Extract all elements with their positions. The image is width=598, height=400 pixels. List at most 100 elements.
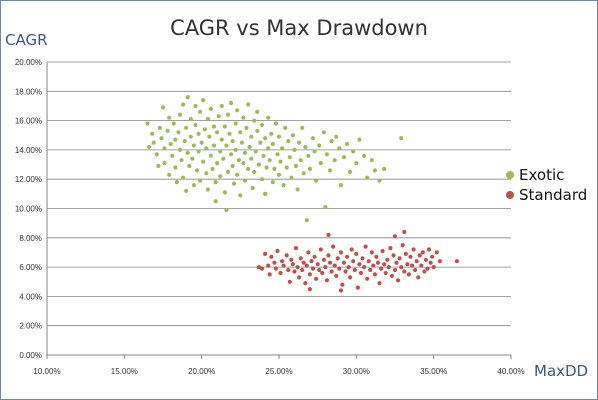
- y-tick-label: 16.00%: [15, 117, 42, 126]
- data-point: [304, 218, 309, 223]
- data-point: [346, 265, 351, 270]
- data-point: [295, 265, 300, 270]
- data-point: [298, 256, 303, 261]
- data-point: [321, 257, 326, 262]
- data-point: [280, 259, 285, 264]
- data-point: [323, 204, 328, 210]
- data-point: [335, 256, 340, 261]
- data-point: [266, 263, 271, 268]
- data-point: [276, 172, 282, 177]
- data-point: [211, 143, 217, 148]
- data-point: [184, 188, 189, 193]
- data-point: [224, 207, 229, 213]
- data-point: [400, 243, 405, 248]
- data-point: [188, 117, 193, 122]
- data-point: [259, 122, 265, 128]
- data-point: [196, 149, 201, 154]
- data-point: [177, 112, 183, 117]
- data-point: [233, 147, 238, 152]
- data-point: [219, 137, 224, 142]
- y-tick-label: 4.00%: [19, 292, 42, 301]
- data-point: [259, 266, 265, 271]
- data-point: [229, 152, 234, 157]
- data-point: [216, 114, 221, 119]
- data-point: [312, 254, 317, 259]
- data-point: [343, 269, 348, 274]
- data-point: [326, 253, 331, 258]
- y-tick-label: 2.00%: [19, 322, 42, 331]
- data-point: [151, 140, 156, 145]
- data-point: [413, 267, 418, 273]
- data-point: [150, 131, 155, 136]
- data-point: [205, 117, 210, 122]
- data-point: [329, 139, 334, 144]
- data-point: [357, 137, 362, 142]
- data-point: [388, 246, 393, 251]
- data-point: [211, 124, 217, 129]
- data-point: [297, 275, 302, 280]
- data-point: [310, 136, 316, 141]
- data-point: [329, 269, 334, 274]
- data-point: [281, 263, 286, 268]
- data-point: [357, 262, 362, 267]
- data-point: [310, 266, 316, 271]
- data-point: [290, 262, 295, 267]
- data-point: [385, 257, 390, 262]
- data-point: [419, 263, 424, 268]
- data-point: [242, 150, 248, 155]
- data-point: [426, 247, 432, 252]
- data-point: [264, 165, 269, 170]
- data-point: [224, 143, 229, 148]
- data-point: [269, 131, 274, 136]
- y-tick-labels: 0.00% 2.00% 4.00% 6.00% 8.00% 10.00% 12.00% 14.…: [15, 58, 42, 360]
- data-point: [295, 187, 300, 192]
- data-point: [380, 248, 385, 254]
- data-point: [307, 166, 312, 171]
- data-point: [185, 150, 190, 155]
- data-point: [202, 127, 207, 132]
- data-point: [382, 262, 387, 267]
- data-point: [369, 250, 374, 255]
- data-point: [292, 147, 297, 152]
- data-point: [255, 128, 260, 133]
- data-point: [292, 269, 297, 274]
- data-point: [190, 156, 195, 161]
- data-point: [273, 121, 278, 126]
- data-point: [304, 263, 309, 268]
- data-point: [377, 178, 382, 183]
- data-point: [306, 153, 311, 158]
- data-point: [377, 281, 382, 286]
- data-point: [235, 172, 240, 177]
- data-point: [208, 153, 213, 158]
- data-point: [207, 134, 212, 139]
- data-point: [272, 166, 277, 171]
- data-point: [402, 269, 407, 274]
- data-point: [411, 247, 416, 252]
- data-point: [233, 121, 238, 126]
- data-point: [232, 181, 237, 186]
- data-point: [425, 266, 430, 271]
- data-point: [242, 178, 248, 183]
- data-point: [222, 124, 227, 129]
- data-point: [176, 130, 181, 135]
- data-point: [247, 144, 252, 150]
- data-point: [256, 162, 261, 167]
- data-point: [300, 267, 305, 273]
- data-point: [159, 136, 164, 141]
- data-point: [317, 143, 322, 148]
- data-point: [198, 109, 203, 114]
- data-point: [334, 273, 339, 278]
- data-point: [230, 163, 235, 169]
- data-point: [185, 95, 190, 100]
- data-point: [252, 118, 257, 123]
- data-point: [246, 102, 251, 107]
- data-point: [351, 259, 356, 264]
- legend-item-standard: Standard: [506, 186, 587, 204]
- data-point: [160, 105, 166, 110]
- data-point: [154, 152, 159, 157]
- data-point: [204, 171, 209, 176]
- y-tick-label: 12.00%: [15, 175, 42, 184]
- data-point: [267, 272, 272, 277]
- data-point: [259, 177, 265, 182]
- data-point: [221, 156, 226, 161]
